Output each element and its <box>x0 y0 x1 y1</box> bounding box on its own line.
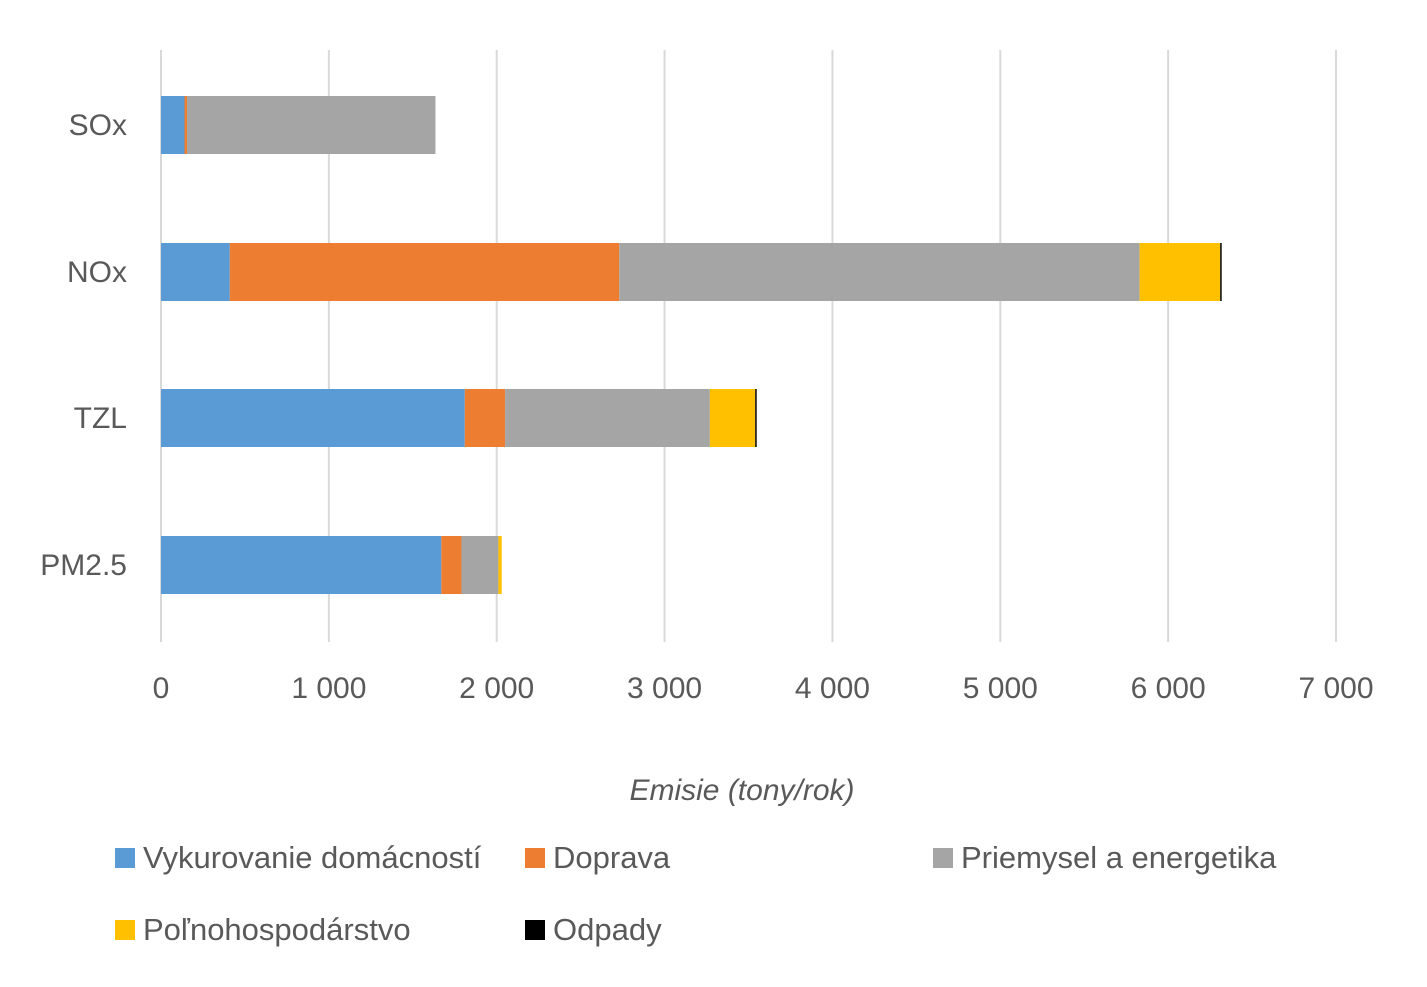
bar-segment-nox-1 <box>229 243 620 301</box>
bar-segment-nox-3 <box>1139 243 1221 301</box>
bar-segment-tzl-3 <box>709 389 756 447</box>
bar-segment-sox-1 <box>184 96 188 154</box>
category-labels: SOx NOx TZL PM2.5 <box>40 109 127 582</box>
x-tick-label: 0 <box>153 672 170 705</box>
bars <box>161 96 1222 594</box>
bar-segment-pm25-0 <box>161 536 442 594</box>
bar-segment-sox-0 <box>161 96 185 154</box>
x-tick-label: 5 000 <box>963 672 1038 705</box>
bar-segment-nox-2 <box>619 243 1140 301</box>
bar-segment-sox-2 <box>187 96 436 154</box>
x-axis-title: Emisie (tony/rok) <box>629 774 854 807</box>
bar-segment-pm25-1 <box>441 536 462 594</box>
bar-segment-pm25-3 <box>498 536 502 594</box>
category-label: PM2.5 <box>40 549 127 582</box>
bar-segment-tzl-1 <box>464 389 506 447</box>
bar-segment-pm25-2 <box>461 536 499 594</box>
x-tick-label: 4 000 <box>795 672 870 705</box>
bar-segment-tzl-2 <box>505 389 710 447</box>
x-tick-label: 7 000 <box>1298 672 1373 705</box>
bar-segment-nox-0 <box>161 243 230 301</box>
category-label: NOx <box>67 256 127 289</box>
x-tick-labels: 0 1 000 2 000 3 000 4 000 5 000 6 000 7 000 <box>153 672 1374 705</box>
x-tick-label: 3 000 <box>627 672 702 705</box>
bar-segment-tzl-0 <box>161 389 465 447</box>
x-tick-label: 1 000 <box>291 672 366 705</box>
bar-segment-tzl-4 <box>755 389 757 447</box>
x-tick-label: 2 000 <box>459 672 534 705</box>
category-label: SOx <box>69 109 127 142</box>
bar-segment-nox-4 <box>1220 243 1222 301</box>
x-tick-label: 6 000 <box>1131 672 1206 705</box>
category-label: TZL <box>74 402 127 435</box>
